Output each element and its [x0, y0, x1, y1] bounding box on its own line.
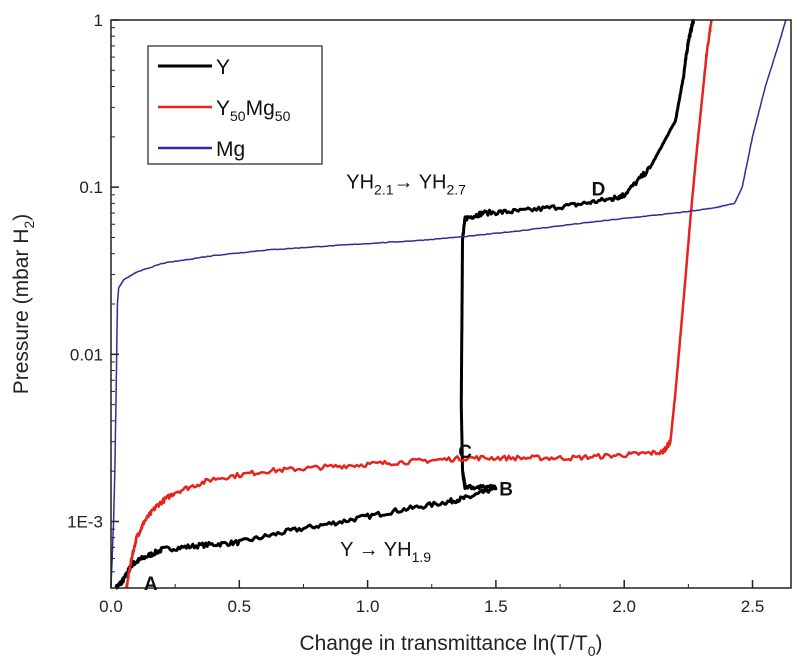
series-line-y50mg50: [125, 19, 713, 589]
y-axis-title-close: ): [10, 214, 33, 221]
point-label-b: B: [499, 480, 513, 501]
x-axis-title-close: ): [596, 632, 603, 655]
legend-label-mid: Mg: [246, 97, 275, 120]
x-tick-label: 1.0: [356, 597, 380, 616]
x-tick-label: 0.0: [99, 597, 123, 616]
x-tick-label: 2.0: [612, 597, 636, 616]
legend-label-sub: 50: [230, 108, 246, 124]
series-line-mg: [110, 19, 787, 588]
x-tick-label: 0.5: [227, 597, 251, 616]
legend-label-main: Y: [216, 56, 230, 79]
legend-label-sub: 50: [275, 108, 291, 124]
x-axis-title: Change in transmittance ln(T/T0): [299, 632, 602, 659]
y-tick-label: 1E-3: [67, 512, 103, 531]
x-tick-label: 2.5: [741, 597, 765, 616]
point-label-c: C: [458, 442, 472, 463]
y-tick-label: 1: [94, 11, 103, 30]
series-layer: [110, 18, 787, 590]
series-line-y: [114, 18, 695, 590]
reaction-label: Y → YH1.9: [340, 539, 431, 565]
y-axis-title-sub: 2: [21, 221, 37, 229]
axis-layer: 0.0 0.5 1.0 1.5 2.0 2.5 1E-3 0.01 0.1 1: [67, 11, 764, 616]
point-label-d: D: [592, 180, 606, 201]
legend-label-main: Mg: [216, 138, 245, 161]
x-axis-title-sub: 0: [588, 643, 596, 659]
y-axis-title: Pressure (mbar H2): [10, 214, 37, 395]
legend-label-main: Y: [216, 97, 230, 120]
y-tick-label: 0.01: [70, 345, 103, 364]
x-tick-label: 1.5: [484, 597, 508, 616]
legend-label: Mg: [216, 138, 245, 161]
point-label-a: A: [144, 574, 158, 595]
annotations: A B C D Y → YH1.9 YH2.1→ YH2.7: [144, 172, 606, 595]
legend-label: Y50Mg50: [216, 97, 291, 124]
y-axis-title-main: Pressure (mbar H: [10, 229, 33, 395]
legend-label: Y: [216, 56, 230, 79]
y-tick-label: 0.1: [79, 178, 103, 197]
reaction-label: YH2.1→ YH2.7: [346, 172, 466, 198]
x-axis-title-main: Change in transmittance ln(T/T: [299, 632, 587, 655]
